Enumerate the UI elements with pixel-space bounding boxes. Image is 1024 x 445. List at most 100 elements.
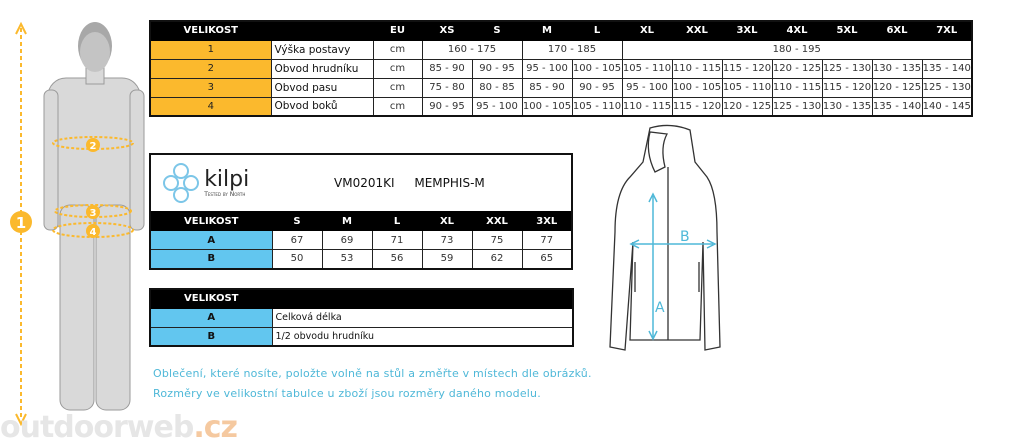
legend-row: A Celková délka <box>149 307 574 328</box>
value-cell: 110 - 115 <box>621 96 673 117</box>
column-header: 7XL <box>921 20 973 41</box>
value-cell: 115 - 120 <box>821 77 873 98</box>
column-header: S <box>471 20 523 41</box>
value-cell: 110 - 115 <box>671 58 723 79</box>
value-cell: 80 - 85 <box>471 77 523 98</box>
header-row: VELIKOST EU XS S M L XL XXL 3XL 4XL 5XL 6XL 7XL <box>149 20 973 41</box>
value-cell: 85 - 90 <box>521 77 573 98</box>
column-header: 3XL <box>521 211 573 231</box>
column-header: M <box>521 20 573 41</box>
value-cell: 95 - 100 <box>471 96 523 117</box>
row-label: Obvod hrudníku <box>270 58 374 79</box>
value-cell: 140 - 145 <box>921 96 973 117</box>
value-cell: 105 - 110 <box>621 58 673 79</box>
value-cell: 180 - 195 <box>621 39 973 60</box>
value-cell: 100 - 105 <box>521 96 573 117</box>
jacket-diagram: A B <box>609 124 721 351</box>
measurement-legend-table: VELIKOST A Celková délka B 1/2 obvodu hrud… <box>149 288 574 347</box>
column-header: L <box>371 211 423 231</box>
row-number: 4 <box>149 96 272 117</box>
column-header: S <box>271 211 323 231</box>
value-cell: 67 <box>271 230 323 250</box>
value-cell: 130 - 135 <box>871 58 923 79</box>
brand-tagline: Tested by North <box>204 190 246 198</box>
row-label: B <box>149 249 273 269</box>
value-cell: 100 - 105 <box>571 58 623 79</box>
svg-text:1: 1 <box>16 214 26 232</box>
value-cell: 75 - 80 <box>421 77 473 98</box>
product-code: VM0201KI <box>334 176 395 190</box>
marker-4: 4 <box>86 224 100 238</box>
value-cell: 135 - 140 <box>871 96 923 117</box>
value-cell: 170 - 185 <box>521 39 623 60</box>
body-measurement-figure: 1 2 3 4 <box>10 21 145 427</box>
value-cell: 62 <box>471 249 523 269</box>
kilpi-knot-icon <box>163 163 199 203</box>
value-cell: 130 - 135 <box>821 96 873 117</box>
value-cell: 125 - 130 <box>771 96 823 117</box>
row-label: A <box>149 230 273 250</box>
value-cell: 115 - 120 <box>671 96 723 117</box>
column-header: VELIKOST <box>149 211 273 231</box>
column-header: XL <box>621 20 673 41</box>
column-header: 4XL <box>771 20 823 41</box>
column-header: XXL <box>671 20 723 41</box>
value-cell: 77 <box>521 230 573 250</box>
value-cell: 95 - 100 <box>521 58 573 79</box>
value-cell: 65 <box>521 249 573 269</box>
value-cell: 110 - 115 <box>771 77 823 98</box>
row-label: Obvod pasu <box>270 77 374 98</box>
marker-b: B <box>680 229 690 245</box>
table-row: A 67 69 71 73 75 77 <box>149 230 573 250</box>
value-cell: 160 - 175 <box>421 39 523 60</box>
column-header: VELIKOST <box>149 20 272 41</box>
value-cell: 135 - 140 <box>921 58 973 79</box>
product-size-table: kilpi Tested by North VM0201KI MEMPHIS-M… <box>149 153 574 270</box>
row-number: 2 <box>149 58 272 79</box>
marker-a: A <box>655 300 665 316</box>
size-chart-table: VELIKOST EU XS S M L XL XXL 3XL 4XL 5XL 6XL 7XL 1 Výšk… <box>149 20 973 117</box>
column-header: 3XL <box>721 20 773 41</box>
column-header <box>270 20 374 41</box>
value-cell: 125 - 130 <box>821 58 873 79</box>
table-row: 3 Obvod pasu cm 75 - 80 80 - 85 85 - 90 90 - 9… <box>149 77 973 98</box>
value-cell: 125 - 130 <box>921 77 973 98</box>
marker-3: 3 <box>86 205 100 219</box>
legend-label: A <box>149 307 273 328</box>
brand-name: kilpi <box>204 166 250 192</box>
table-row: B 50 53 56 59 62 65 <box>149 249 573 269</box>
value-cell: 95 - 100 <box>621 77 673 98</box>
value-cell: 120 - 125 <box>871 77 923 98</box>
svg-text:2: 2 <box>90 141 97 152</box>
column-header: XS <box>421 20 473 41</box>
row-label: Výška postavy <box>270 39 374 60</box>
table-row: 2 Obvod hrudníku cm 85 - 90 90 - 95 95 - 100 1… <box>149 58 973 79</box>
value-cell: 90 - 95 <box>471 58 523 79</box>
watermark: outdoorweb.cz <box>0 410 238 445</box>
value-cell: 85 - 90 <box>421 58 473 79</box>
value-cell: 59 <box>421 249 473 269</box>
marker-1: 1 <box>10 211 32 233</box>
value-cell: 50 <box>271 249 323 269</box>
human-silhouette <box>43 67 145 411</box>
header-row: VELIKOST S M L XL XXL 3XL <box>149 211 573 231</box>
unit-cell: cm <box>372 96 423 117</box>
value-cell: 105 - 110 <box>571 96 623 117</box>
value-cell: 90 - 95 <box>571 77 623 98</box>
value-cell: 69 <box>321 230 373 250</box>
legend-label: B <box>149 326 273 347</box>
value-cell: 73 <box>421 230 473 250</box>
column-header: XL <box>421 211 473 231</box>
marker-2: 2 <box>86 138 100 152</box>
legend-text: Celková délka <box>271 307 574 328</box>
column-header: EU <box>372 20 423 41</box>
column-header: XXL <box>471 211 523 231</box>
svg-text:3: 3 <box>90 208 97 219</box>
column-header: 6XL <box>871 20 923 41</box>
instruction-note: Rozměry ve velikostní tabulce u zboží js… <box>153 387 541 400</box>
value-cell: 56 <box>371 249 423 269</box>
row-label: Obvod boků <box>270 96 374 117</box>
row-number: 3 <box>149 77 272 98</box>
legend-text: 1/2 obvodu hrudníku <box>271 326 574 347</box>
brand-logo: kilpi Tested by North <box>150 154 323 212</box>
